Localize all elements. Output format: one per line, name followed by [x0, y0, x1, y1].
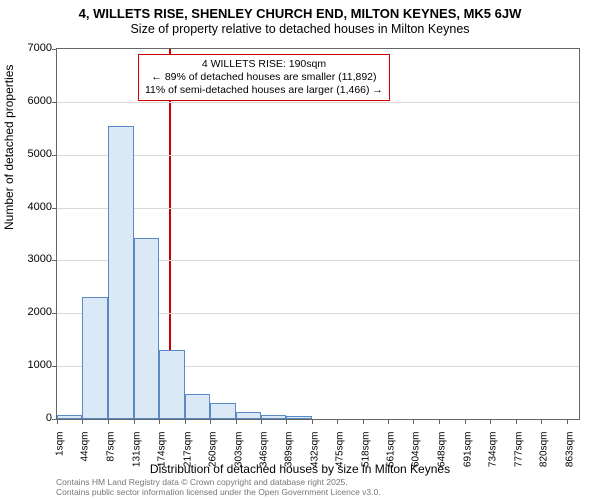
x-tick-label: 777sqm [513, 432, 524, 472]
x-tick-label: 648sqm [437, 432, 448, 472]
x-tick-label: 518sqm [360, 432, 371, 472]
gridline [57, 155, 579, 156]
x-tick-mark [388, 419, 389, 424]
y-tick-mark [52, 102, 57, 103]
x-tick-mark [312, 419, 313, 424]
y-tick-mark [52, 208, 57, 209]
x-tick-mark [261, 419, 262, 424]
annotation-line: 11% of semi-detached houses are larger (… [145, 84, 383, 97]
x-tick-label: 260sqm [208, 432, 219, 472]
x-tick-mark [541, 419, 542, 424]
gridline [57, 208, 579, 209]
x-tick-mark [337, 419, 338, 424]
annotation-line: 4 WILLETS RISE: 190sqm [145, 58, 383, 71]
y-tick-mark [52, 49, 57, 50]
x-tick-label: 1sqm [55, 432, 66, 472]
histogram-bar [286, 416, 311, 419]
x-tick-label: 691sqm [462, 432, 473, 472]
x-tick-label: 389sqm [284, 432, 295, 472]
x-tick-mark [185, 419, 186, 424]
chart-title: 4, WILLETS RISE, SHENLEY CHURCH END, MIL… [0, 6, 600, 21]
y-tick-label: 1000 [12, 359, 52, 371]
chart-container: 4, WILLETS RISE, SHENLEY CHURCH END, MIL… [0, 0, 600, 500]
y-tick-label: 4000 [12, 201, 52, 213]
y-tick-label: 3000 [12, 253, 52, 265]
x-tick-label: 346sqm [258, 432, 269, 472]
y-tick-mark [52, 260, 57, 261]
histogram-bar [159, 350, 184, 419]
y-tick-mark [52, 366, 57, 367]
x-tick-mark [82, 419, 83, 424]
x-tick-label: 174sqm [157, 432, 168, 472]
annotation-box: 4 WILLETS RISE: 190sqm← 89% of detached … [138, 54, 390, 101]
x-tick-label: 432sqm [309, 432, 320, 472]
x-tick-mark [490, 419, 491, 424]
y-tick-label: 6000 [12, 95, 52, 107]
x-tick-mark [363, 419, 364, 424]
x-tick-mark [236, 419, 237, 424]
x-tick-mark [159, 419, 160, 424]
x-tick-label: 734sqm [488, 432, 499, 472]
histogram-bar [134, 238, 159, 419]
title-block: 4, WILLETS RISE, SHENLEY CHURCH END, MIL… [0, 0, 600, 36]
histogram-bar [261, 415, 286, 419]
histogram-bar [236, 412, 261, 419]
histogram-bar [108, 126, 134, 419]
annotation-line: ← 89% of detached houses are smaller (11… [145, 71, 383, 84]
x-tick-label: 820sqm [539, 432, 550, 472]
histogram-bar [82, 297, 107, 419]
y-tick-label: 5000 [12, 148, 52, 160]
x-tick-mark [413, 419, 414, 424]
histogram-bar [57, 415, 82, 419]
x-tick-label: 475sqm [335, 432, 346, 472]
x-tick-mark [57, 419, 58, 424]
gridline [57, 102, 579, 103]
y-tick-mark [52, 313, 57, 314]
x-tick-label: 131sqm [131, 432, 142, 472]
x-tick-mark [439, 419, 440, 424]
x-tick-mark [210, 419, 211, 424]
x-tick-mark [286, 419, 287, 424]
histogram-bar [185, 394, 210, 419]
footer-line: Contains public sector information licen… [56, 488, 381, 498]
x-tick-label: 604sqm [411, 432, 422, 472]
x-tick-mark [134, 419, 135, 424]
x-tick-label: 863sqm [564, 432, 575, 472]
histogram-bar [210, 403, 235, 419]
y-tick-mark [52, 155, 57, 156]
plot-area [56, 48, 580, 420]
x-tick-mark [108, 419, 109, 424]
x-tick-label: 303sqm [233, 432, 244, 472]
y-tick-label: 2000 [12, 306, 52, 318]
x-tick-label: 561sqm [386, 432, 397, 472]
x-tick-mark [516, 419, 517, 424]
x-tick-label: 217sqm [182, 432, 193, 472]
y-tick-label: 7000 [12, 42, 52, 54]
x-tick-label: 44sqm [80, 432, 91, 472]
footer-attribution: Contains HM Land Registry data © Crown c… [56, 478, 381, 498]
y-tick-label: 0 [12, 412, 52, 424]
chart-subtitle: Size of property relative to detached ho… [0, 22, 600, 36]
x-tick-label: 87sqm [105, 432, 116, 472]
x-tick-mark [465, 419, 466, 424]
x-tick-mark [567, 419, 568, 424]
